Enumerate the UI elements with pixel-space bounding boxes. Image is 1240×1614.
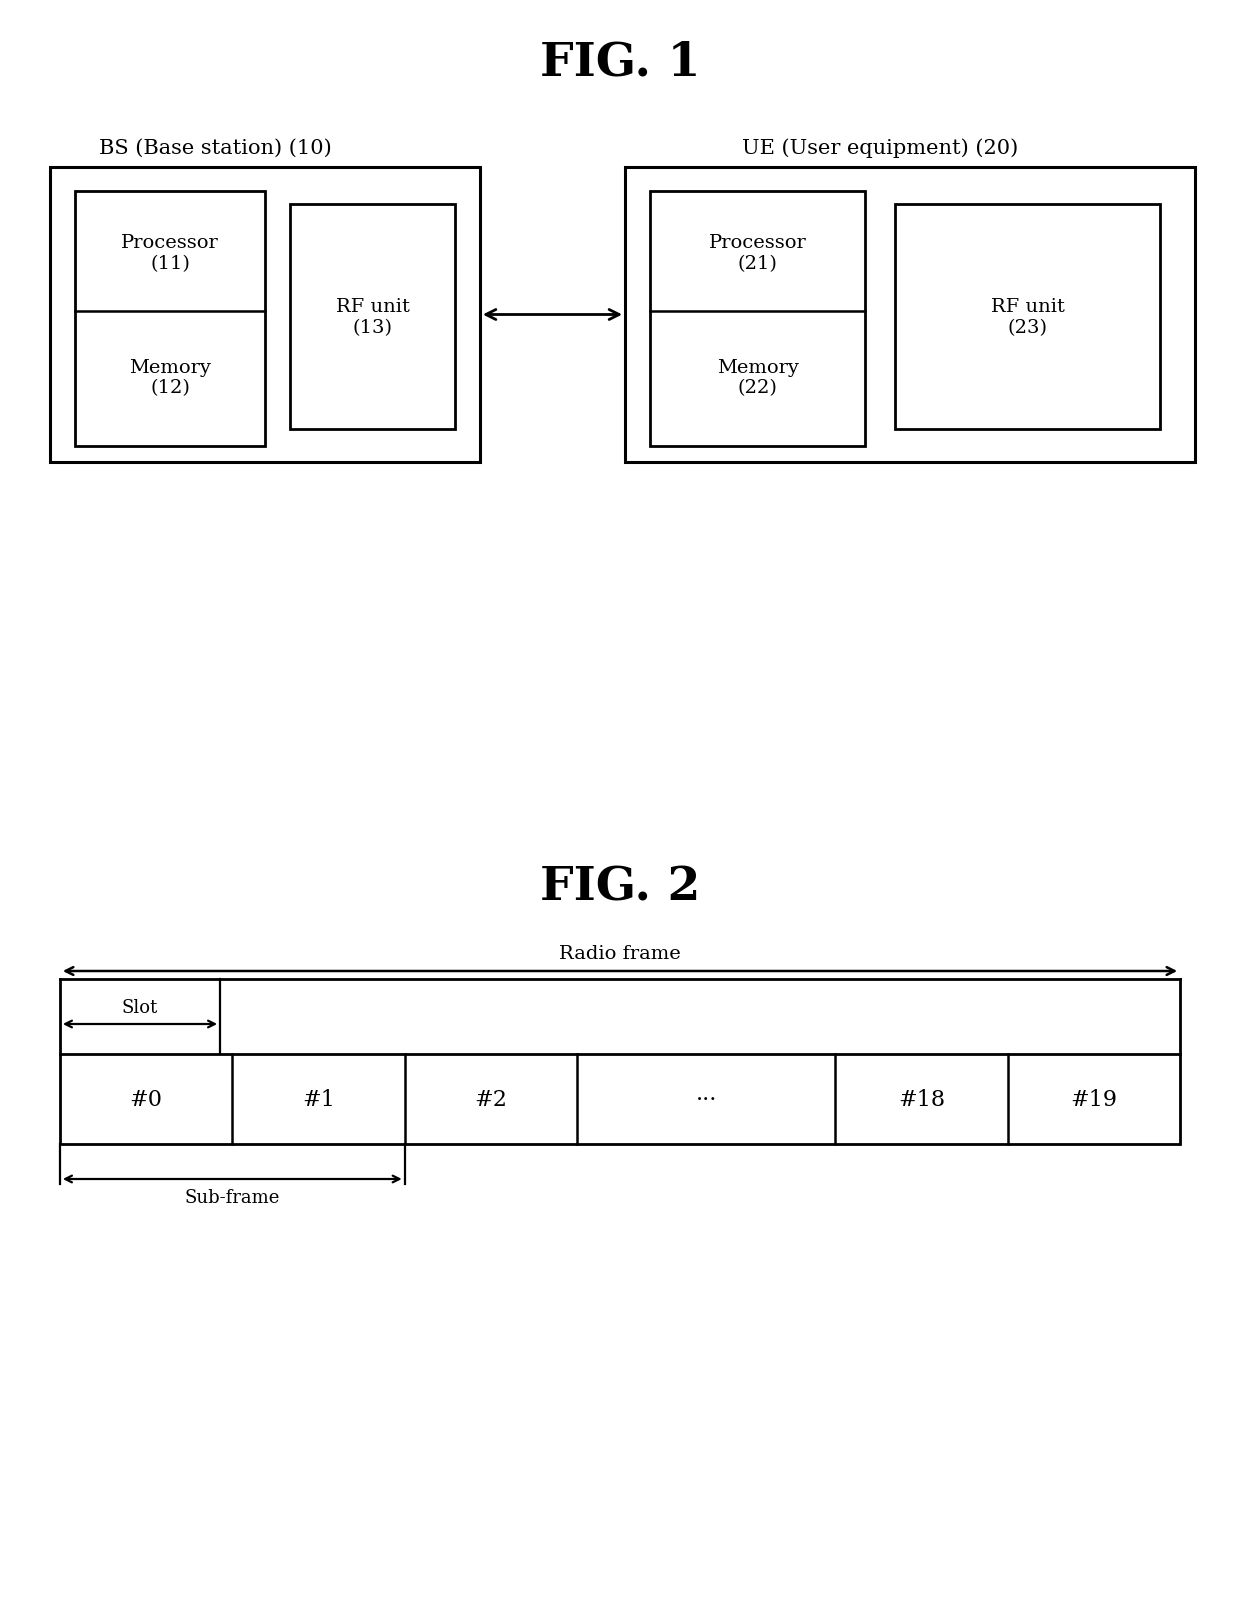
Text: RF unit
(13): RF unit (13) xyxy=(336,299,409,337)
Text: #19: #19 xyxy=(1070,1088,1117,1110)
Text: Slot: Slot xyxy=(122,999,159,1017)
Text: #18: #18 xyxy=(898,1088,945,1110)
Text: Processor
(11): Processor (11) xyxy=(122,234,219,273)
Bar xyxy=(650,192,866,447)
Text: #1: #1 xyxy=(303,1088,335,1110)
Text: Memory
(12): Memory (12) xyxy=(129,358,211,397)
Bar xyxy=(74,192,265,447)
Text: Processor
(21): Processor (21) xyxy=(708,234,806,273)
Text: FIG. 2: FIG. 2 xyxy=(539,865,701,910)
Text: ···: ··· xyxy=(696,1088,717,1110)
Text: #0: #0 xyxy=(130,1088,162,1110)
Bar xyxy=(50,168,480,463)
Bar xyxy=(625,168,1195,463)
Bar xyxy=(895,205,1159,429)
Bar xyxy=(60,1054,1180,1144)
Text: Sub-frame: Sub-frame xyxy=(185,1188,280,1206)
Text: Radio frame: Radio frame xyxy=(559,944,681,962)
Text: #2: #2 xyxy=(475,1088,507,1110)
Bar xyxy=(290,205,455,429)
Text: BS (Base station) (10): BS (Base station) (10) xyxy=(99,139,331,158)
Text: Memory
(22): Memory (22) xyxy=(717,358,799,397)
Text: UE (User equipment) (20): UE (User equipment) (20) xyxy=(742,139,1018,158)
Text: RF unit
(23): RF unit (23) xyxy=(991,299,1064,337)
Text: FIG. 1: FIG. 1 xyxy=(539,39,701,86)
